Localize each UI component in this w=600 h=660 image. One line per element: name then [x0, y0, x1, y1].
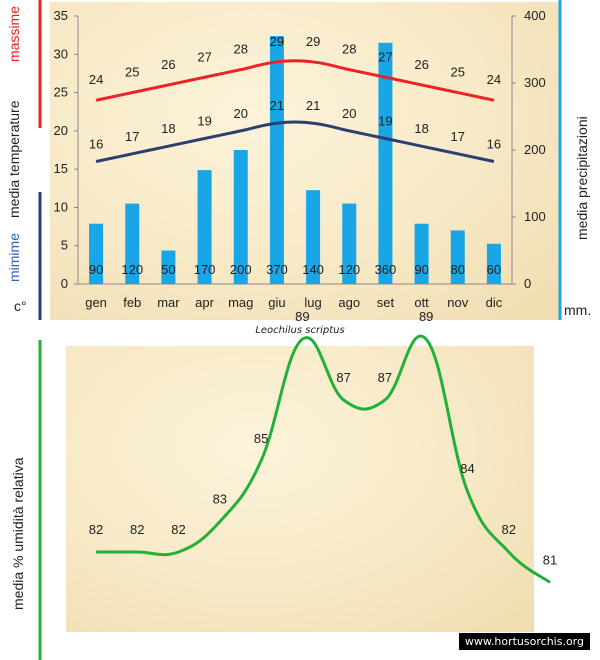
left-tick-label: 0	[61, 276, 68, 291]
precip-value-label: 140	[302, 262, 324, 277]
massime-value-label: 24	[89, 72, 103, 87]
precip-value-label: 360	[375, 262, 397, 277]
umidita-value-label: 82	[501, 522, 515, 537]
umidita-value-label: 87	[336, 370, 350, 385]
massime-value-label: 29	[306, 34, 320, 49]
precip-value-label: 50	[161, 262, 175, 277]
precip-value-label: 120	[121, 262, 143, 277]
umidita-value-label: 85	[254, 431, 268, 446]
series-line-umidita	[96, 334, 551, 584]
precip-bar	[125, 203, 140, 284]
right-tick-label: 200	[524, 142, 546, 157]
precip-bar	[378, 42, 393, 284]
unit-celsius: c°	[14, 298, 27, 314]
precip-bar	[486, 243, 501, 284]
precip-value-label: 370	[266, 262, 288, 277]
watermark: www.hortusorchis.org	[458, 633, 590, 650]
species-caption: Leochilus scriptus	[255, 325, 345, 336]
umidita-value-label: 89	[419, 309, 433, 324]
minime-value-label: 16	[487, 136, 501, 151]
umidita-value-label: 84	[460, 461, 474, 476]
series-line-minime	[95, 120, 495, 163]
left-tick-label: 20	[54, 123, 68, 138]
x-tick-label: nov	[447, 295, 468, 310]
precip-value-label: 170	[194, 262, 216, 277]
precip-bar	[233, 150, 248, 284]
minime-value-label: 20	[342, 106, 356, 121]
right-tick-label: 0	[524, 276, 531, 291]
precip-bar	[89, 223, 104, 284]
massime-value-label: 27	[378, 49, 392, 64]
x-tick-label: ago	[338, 295, 360, 310]
umidita-value-label: 83	[213, 492, 227, 507]
minime-value-label: 20	[234, 106, 248, 121]
massime-value-label: 25	[125, 65, 139, 80]
left-tick-label: 10	[54, 199, 68, 214]
x-tick-label: giu	[268, 295, 285, 310]
left-tick-label: 5	[61, 238, 68, 253]
left-tick-label: 25	[54, 85, 68, 100]
massime-value-label: 26	[161, 57, 175, 72]
umidita-value-label: 82	[130, 522, 144, 537]
x-tick-label: dic	[486, 295, 503, 310]
massime-value-label: 28	[234, 42, 248, 57]
x-tick-label: mag	[228, 295, 253, 310]
left-tick-label: 15	[54, 161, 68, 176]
umidita-value-label: 82	[171, 522, 185, 537]
precip-value-label: 200	[230, 262, 252, 277]
precip-bar	[161, 250, 176, 284]
minime-value-label: 21	[306, 98, 320, 113]
x-tick-label: set	[377, 295, 395, 310]
minime-value-label: 21	[270, 98, 284, 113]
series-line-massime	[95, 59, 495, 102]
minime-value-label: 18	[414, 121, 428, 136]
bottom-chart-background	[66, 346, 534, 632]
massime-value-label: 27	[197, 49, 211, 64]
x-tick-label: ott	[414, 295, 429, 310]
x-tick-label: gen	[85, 295, 107, 310]
precip-bar	[414, 223, 429, 284]
umidita-value-label: 87	[378, 370, 392, 385]
umidita-value-label: 89	[295, 309, 309, 324]
precip-bar	[450, 230, 465, 284]
x-tick-label: feb	[123, 295, 141, 310]
minime-value-label: 17	[451, 129, 465, 144]
precip-value-label: 60	[487, 262, 501, 277]
minime-value-label: 19	[378, 114, 392, 129]
minime-value-label: 17	[125, 129, 139, 144]
x-tick-label: apr	[195, 295, 214, 310]
massime-value-label: 28	[342, 42, 356, 57]
x-tick-label: lug	[304, 295, 321, 310]
right-tick-label: 300	[524, 75, 546, 90]
precip-bar	[269, 36, 284, 284]
massime-value-label: 25	[451, 65, 465, 80]
massime-value-label: 29	[270, 34, 284, 49]
umidita-value-label: 81	[543, 552, 557, 567]
precip-value-label: 120	[338, 262, 360, 277]
massime-value-label: 24	[487, 72, 501, 87]
massime-value-label: 26	[414, 57, 428, 72]
minime-value-label: 16	[89, 136, 103, 151]
x-tick-label: mar	[157, 295, 180, 310]
left-tick-label: 35	[54, 8, 68, 23]
unit-mm: mm.	[564, 302, 592, 318]
precip-bar	[306, 190, 321, 284]
minime-value-label: 19	[197, 114, 211, 129]
umidita-value-label: 82	[89, 522, 103, 537]
left-tick-label: 30	[54, 46, 68, 61]
precip-value-label: 80	[451, 262, 465, 277]
right-tick-label: 400	[524, 8, 546, 23]
precip-bar	[197, 170, 212, 284]
precip-bar	[342, 203, 357, 284]
right-tick-label: 100	[524, 209, 546, 224]
minime-value-label: 18	[161, 121, 175, 136]
precip-value-label: 90	[414, 262, 428, 277]
precip-value-label: 90	[89, 262, 103, 277]
